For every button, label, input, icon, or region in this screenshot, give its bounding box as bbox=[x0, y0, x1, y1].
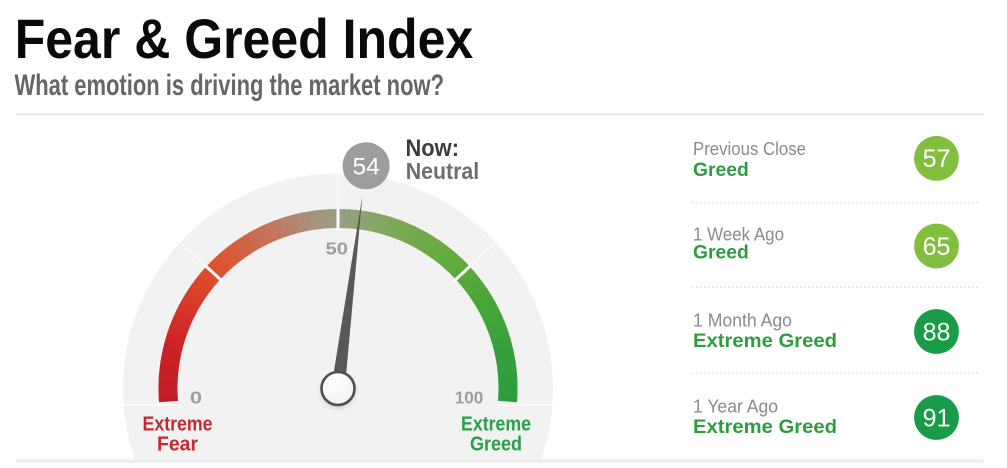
svg-text:88: 88 bbox=[923, 318, 951, 346]
svg-text:Extreme Greed: Extreme Greed bbox=[693, 417, 837, 438]
svg-text:Extreme: Extreme bbox=[143, 414, 213, 436]
svg-text:Now:: Now: bbox=[406, 135, 460, 162]
svg-text:54: 54 bbox=[352, 154, 379, 181]
svg-text:91: 91 bbox=[923, 404, 951, 432]
svg-text:Previous Close: Previous Close bbox=[693, 138, 806, 159]
svg-text:1 Year Ago: 1 Year Ago bbox=[693, 395, 778, 416]
svg-text:65: 65 bbox=[923, 233, 951, 261]
svg-text:Fear & Greed Index: Fear & Greed Index bbox=[15, 7, 474, 70]
svg-text:1 Month Ago: 1 Month Ago bbox=[693, 310, 792, 331]
svg-text:1 Week Ago: 1 Week Ago bbox=[693, 223, 784, 244]
svg-text:57: 57 bbox=[923, 145, 951, 173]
svg-text:100: 100 bbox=[455, 387, 484, 407]
svg-text:Greed: Greed bbox=[693, 243, 749, 264]
svg-text:Fear: Fear bbox=[157, 433, 198, 455]
svg-text:Neutral: Neutral bbox=[406, 158, 480, 184]
svg-text:50: 50 bbox=[326, 239, 349, 259]
svg-text:0: 0 bbox=[190, 387, 202, 407]
svg-text:Greed: Greed bbox=[470, 433, 522, 455]
svg-text:What emotion is driving the ma: What emotion is driving the market now? bbox=[15, 69, 445, 102]
svg-text:Greed: Greed bbox=[693, 160, 749, 181]
svg-text:Extreme Greed: Extreme Greed bbox=[693, 331, 837, 352]
svg-text:Extreme: Extreme bbox=[461, 414, 531, 436]
